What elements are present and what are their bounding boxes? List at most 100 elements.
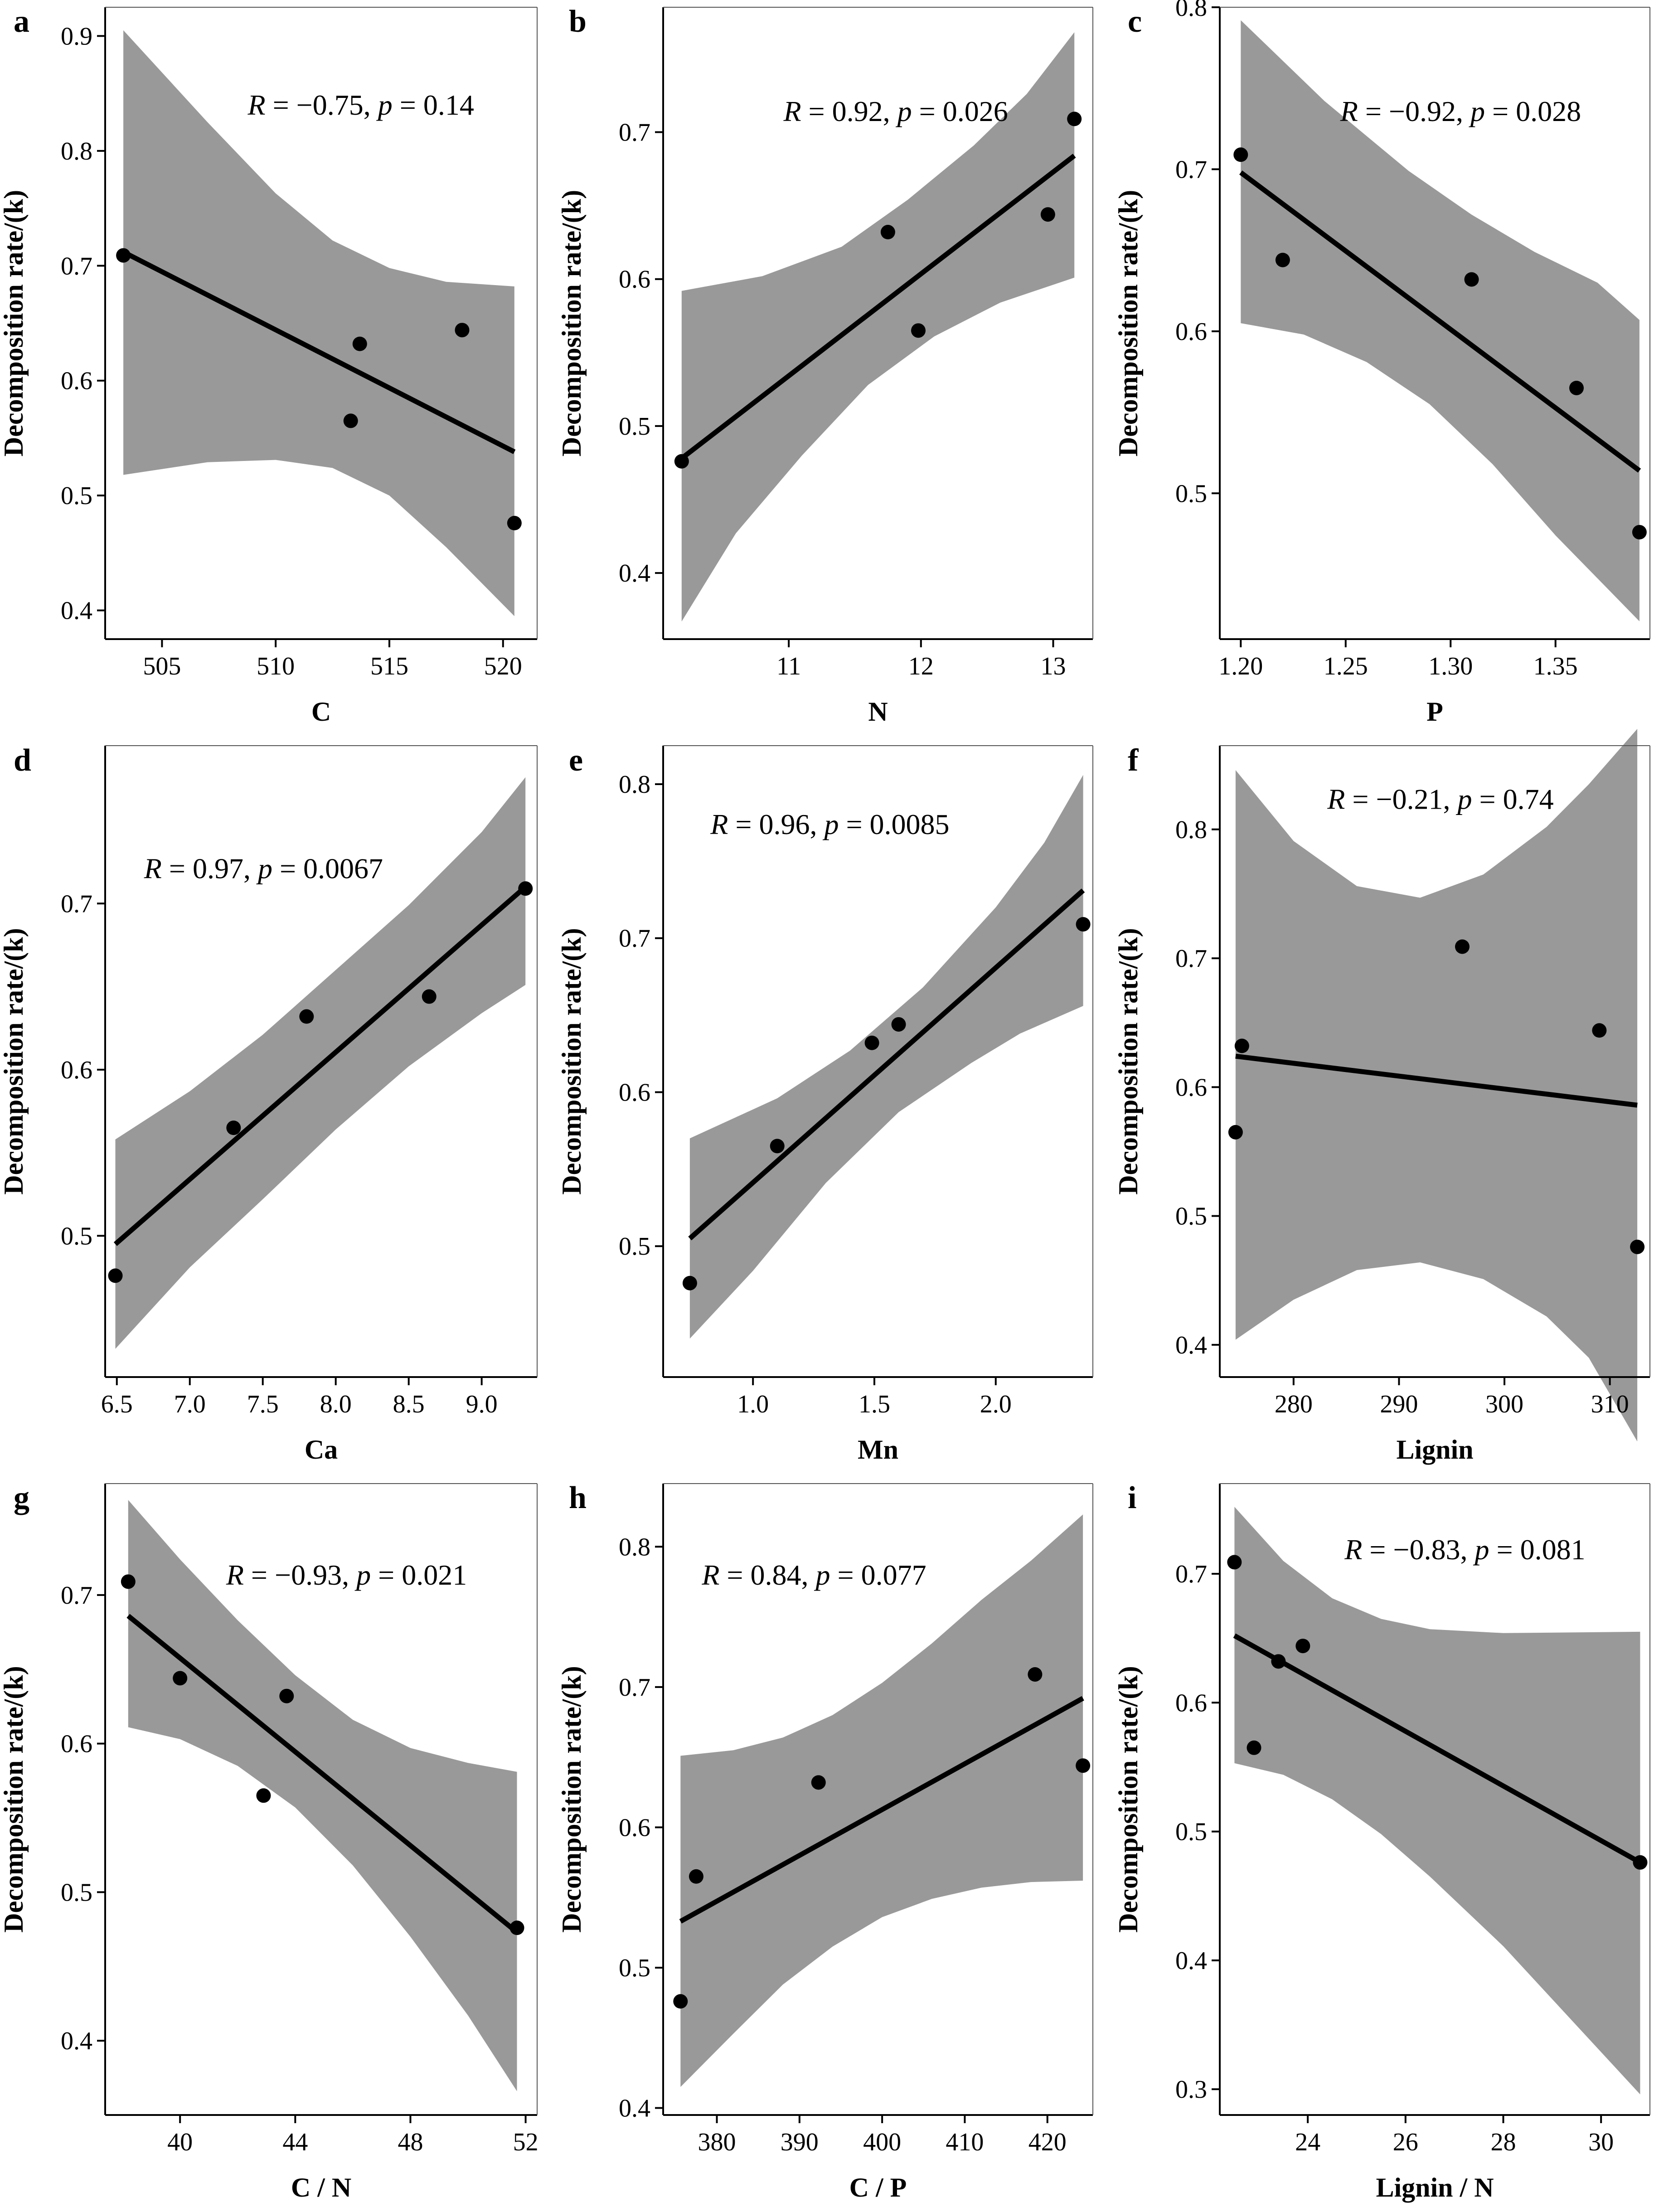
data-point bbox=[1028, 1667, 1043, 1682]
data-point bbox=[1569, 380, 1584, 395]
y-tick-label: 0.6 bbox=[1175, 318, 1207, 346]
panel-letter: b bbox=[569, 4, 587, 39]
y-tick-label: 0.7 bbox=[61, 890, 92, 918]
data-point bbox=[507, 516, 522, 531]
regression-line bbox=[1233, 1633, 1642, 1865]
y-tick-label: 0.8 bbox=[61, 137, 92, 165]
y-tick-label: 0.7 bbox=[1175, 1560, 1207, 1588]
x-tick-label: 2.0 bbox=[980, 1390, 1012, 1418]
panel-letter: f bbox=[1128, 743, 1139, 778]
y-tick-label: 0.5 bbox=[61, 482, 92, 510]
y-tick-label: 0.6 bbox=[61, 367, 92, 395]
x-axis-title: Lignin / N bbox=[1376, 2173, 1494, 2202]
y-tick-label: 0.4 bbox=[1175, 1947, 1207, 1975]
x-tick-label: 1.35 bbox=[1533, 652, 1578, 680]
r-value: = −0.75, bbox=[266, 89, 378, 121]
p-value: = 0.0067 bbox=[272, 853, 383, 885]
data-point bbox=[1234, 1038, 1249, 1053]
x-tick-label: 1.5 bbox=[859, 1390, 890, 1418]
data-point bbox=[682, 1276, 697, 1290]
y-axis-title: Decomposition rate/(k) bbox=[0, 928, 29, 1194]
data-point bbox=[422, 989, 437, 1004]
y-tick-label: 0.7 bbox=[1175, 945, 1207, 973]
panel-letter: e bbox=[569, 743, 583, 778]
y-tick-label: 0.3 bbox=[1175, 2076, 1207, 2104]
data-point bbox=[673, 1994, 688, 2009]
r-value: = 0.97, bbox=[162, 853, 258, 885]
y-tick-label: 0.6 bbox=[61, 1730, 92, 1758]
x-axis-title: Lignin bbox=[1396, 1435, 1473, 1465]
y-tick-label: 0.4 bbox=[619, 559, 650, 587]
r-value: = −0.93, bbox=[244, 1559, 356, 1591]
regression-line bbox=[1239, 170, 1641, 473]
data-point bbox=[1228, 1125, 1243, 1140]
y-tick-label: 0.4 bbox=[61, 2027, 92, 2055]
confidence-band bbox=[1234, 1507, 1640, 2095]
x-axis-title: N bbox=[868, 697, 888, 727]
data-point bbox=[674, 454, 689, 469]
p-symbol: p bbox=[896, 95, 912, 127]
data-point bbox=[173, 1671, 188, 1686]
panel-i: 24 26 28 30 0.3 0.4 0.5 0.6 0.7 Lignin / N Decompo… bbox=[1113, 1480, 1650, 2202]
correlation-annotation: R = −0.75, p = 0.14 bbox=[247, 89, 474, 121]
data-point bbox=[455, 323, 470, 338]
confidence-band bbox=[680, 1514, 1083, 2087]
data-point bbox=[1630, 1239, 1645, 1254]
p-symbol: p bbox=[814, 1559, 830, 1591]
data-point bbox=[1247, 1740, 1261, 1755]
data-point bbox=[1233, 147, 1248, 162]
p-symbol: p bbox=[376, 89, 393, 121]
data-point bbox=[1632, 525, 1647, 540]
panel-letter: h bbox=[569, 1480, 587, 1515]
data-point bbox=[121, 1574, 136, 1589]
y-tick-label: 0.8 bbox=[1175, 0, 1207, 22]
p-symbol: p bbox=[256, 853, 272, 885]
correlation-annotation: R = −0.21, p = 0.74 bbox=[1327, 783, 1553, 815]
x-tick-label: 280 bbox=[1275, 1390, 1313, 1418]
panel-letter: g bbox=[14, 1480, 29, 1515]
x-tick-label: 11 bbox=[776, 652, 801, 680]
data-point bbox=[1592, 1023, 1607, 1038]
y-tick-label: 0.6 bbox=[619, 1078, 650, 1106]
panel-letter: c bbox=[1128, 4, 1142, 39]
y-axis-title: Decomposition rate/(k) bbox=[557, 928, 587, 1194]
p-symbol: p bbox=[1469, 95, 1485, 127]
p-value: = 0.74 bbox=[1472, 783, 1554, 815]
y-tick-label: 0.4 bbox=[619, 2095, 650, 2123]
y-axis-title: Decomposition rate/(k) bbox=[0, 190, 29, 456]
x-tick-label: 52 bbox=[513, 2128, 538, 2156]
x-tick-label: 400 bbox=[863, 2128, 901, 2156]
data-point bbox=[1227, 1555, 1242, 1570]
data-point bbox=[279, 1688, 294, 1703]
correlation-annotation: R = 0.92, p = 0.026 bbox=[783, 95, 1008, 127]
r-symbol: R bbox=[247, 89, 265, 121]
x-tick-label: 8.5 bbox=[393, 1390, 425, 1418]
x-tick-label: 26 bbox=[1393, 2128, 1418, 2156]
data-point bbox=[891, 1017, 906, 1032]
y-tick-label: 0.9 bbox=[61, 22, 92, 50]
x-tick-label: 44 bbox=[282, 2128, 308, 2156]
x-tick-label: 6.5 bbox=[101, 1390, 133, 1418]
r-value: = −0.21, bbox=[1345, 783, 1457, 815]
p-value: = 0.0085 bbox=[839, 808, 949, 840]
y-tick-label: 0.6 bbox=[619, 266, 650, 294]
correlation-annotation: R = −0.93, p = 0.021 bbox=[226, 1559, 467, 1591]
y-tick-label: 0.7 bbox=[619, 119, 650, 147]
x-axis-title: C / N bbox=[291, 2173, 351, 2202]
panel-c: 1.20 1.25 1.30 1.35 0.5 0.6 0.7 0.8 P Decompositi… bbox=[1113, 0, 1650, 727]
data-point bbox=[1271, 1654, 1286, 1669]
x-tick-label: 8.0 bbox=[320, 1390, 352, 1418]
data-point bbox=[770, 1139, 785, 1154]
y-tick-label: 0.7 bbox=[619, 1674, 650, 1702]
data-point bbox=[343, 413, 358, 428]
p-symbol: p bbox=[1456, 783, 1472, 815]
confidence-band bbox=[1235, 729, 1638, 1442]
data-point bbox=[1295, 1639, 1310, 1654]
x-tick-label: 1.20 bbox=[1218, 652, 1263, 680]
p-symbol: p bbox=[822, 808, 839, 840]
correlation-annotation: R = 0.96, p = 0.0085 bbox=[710, 808, 949, 840]
y-tick-label: 0.6 bbox=[619, 1814, 650, 1842]
p-value: = 0.026 bbox=[912, 95, 1008, 127]
r-value: = 0.96, bbox=[728, 808, 824, 840]
